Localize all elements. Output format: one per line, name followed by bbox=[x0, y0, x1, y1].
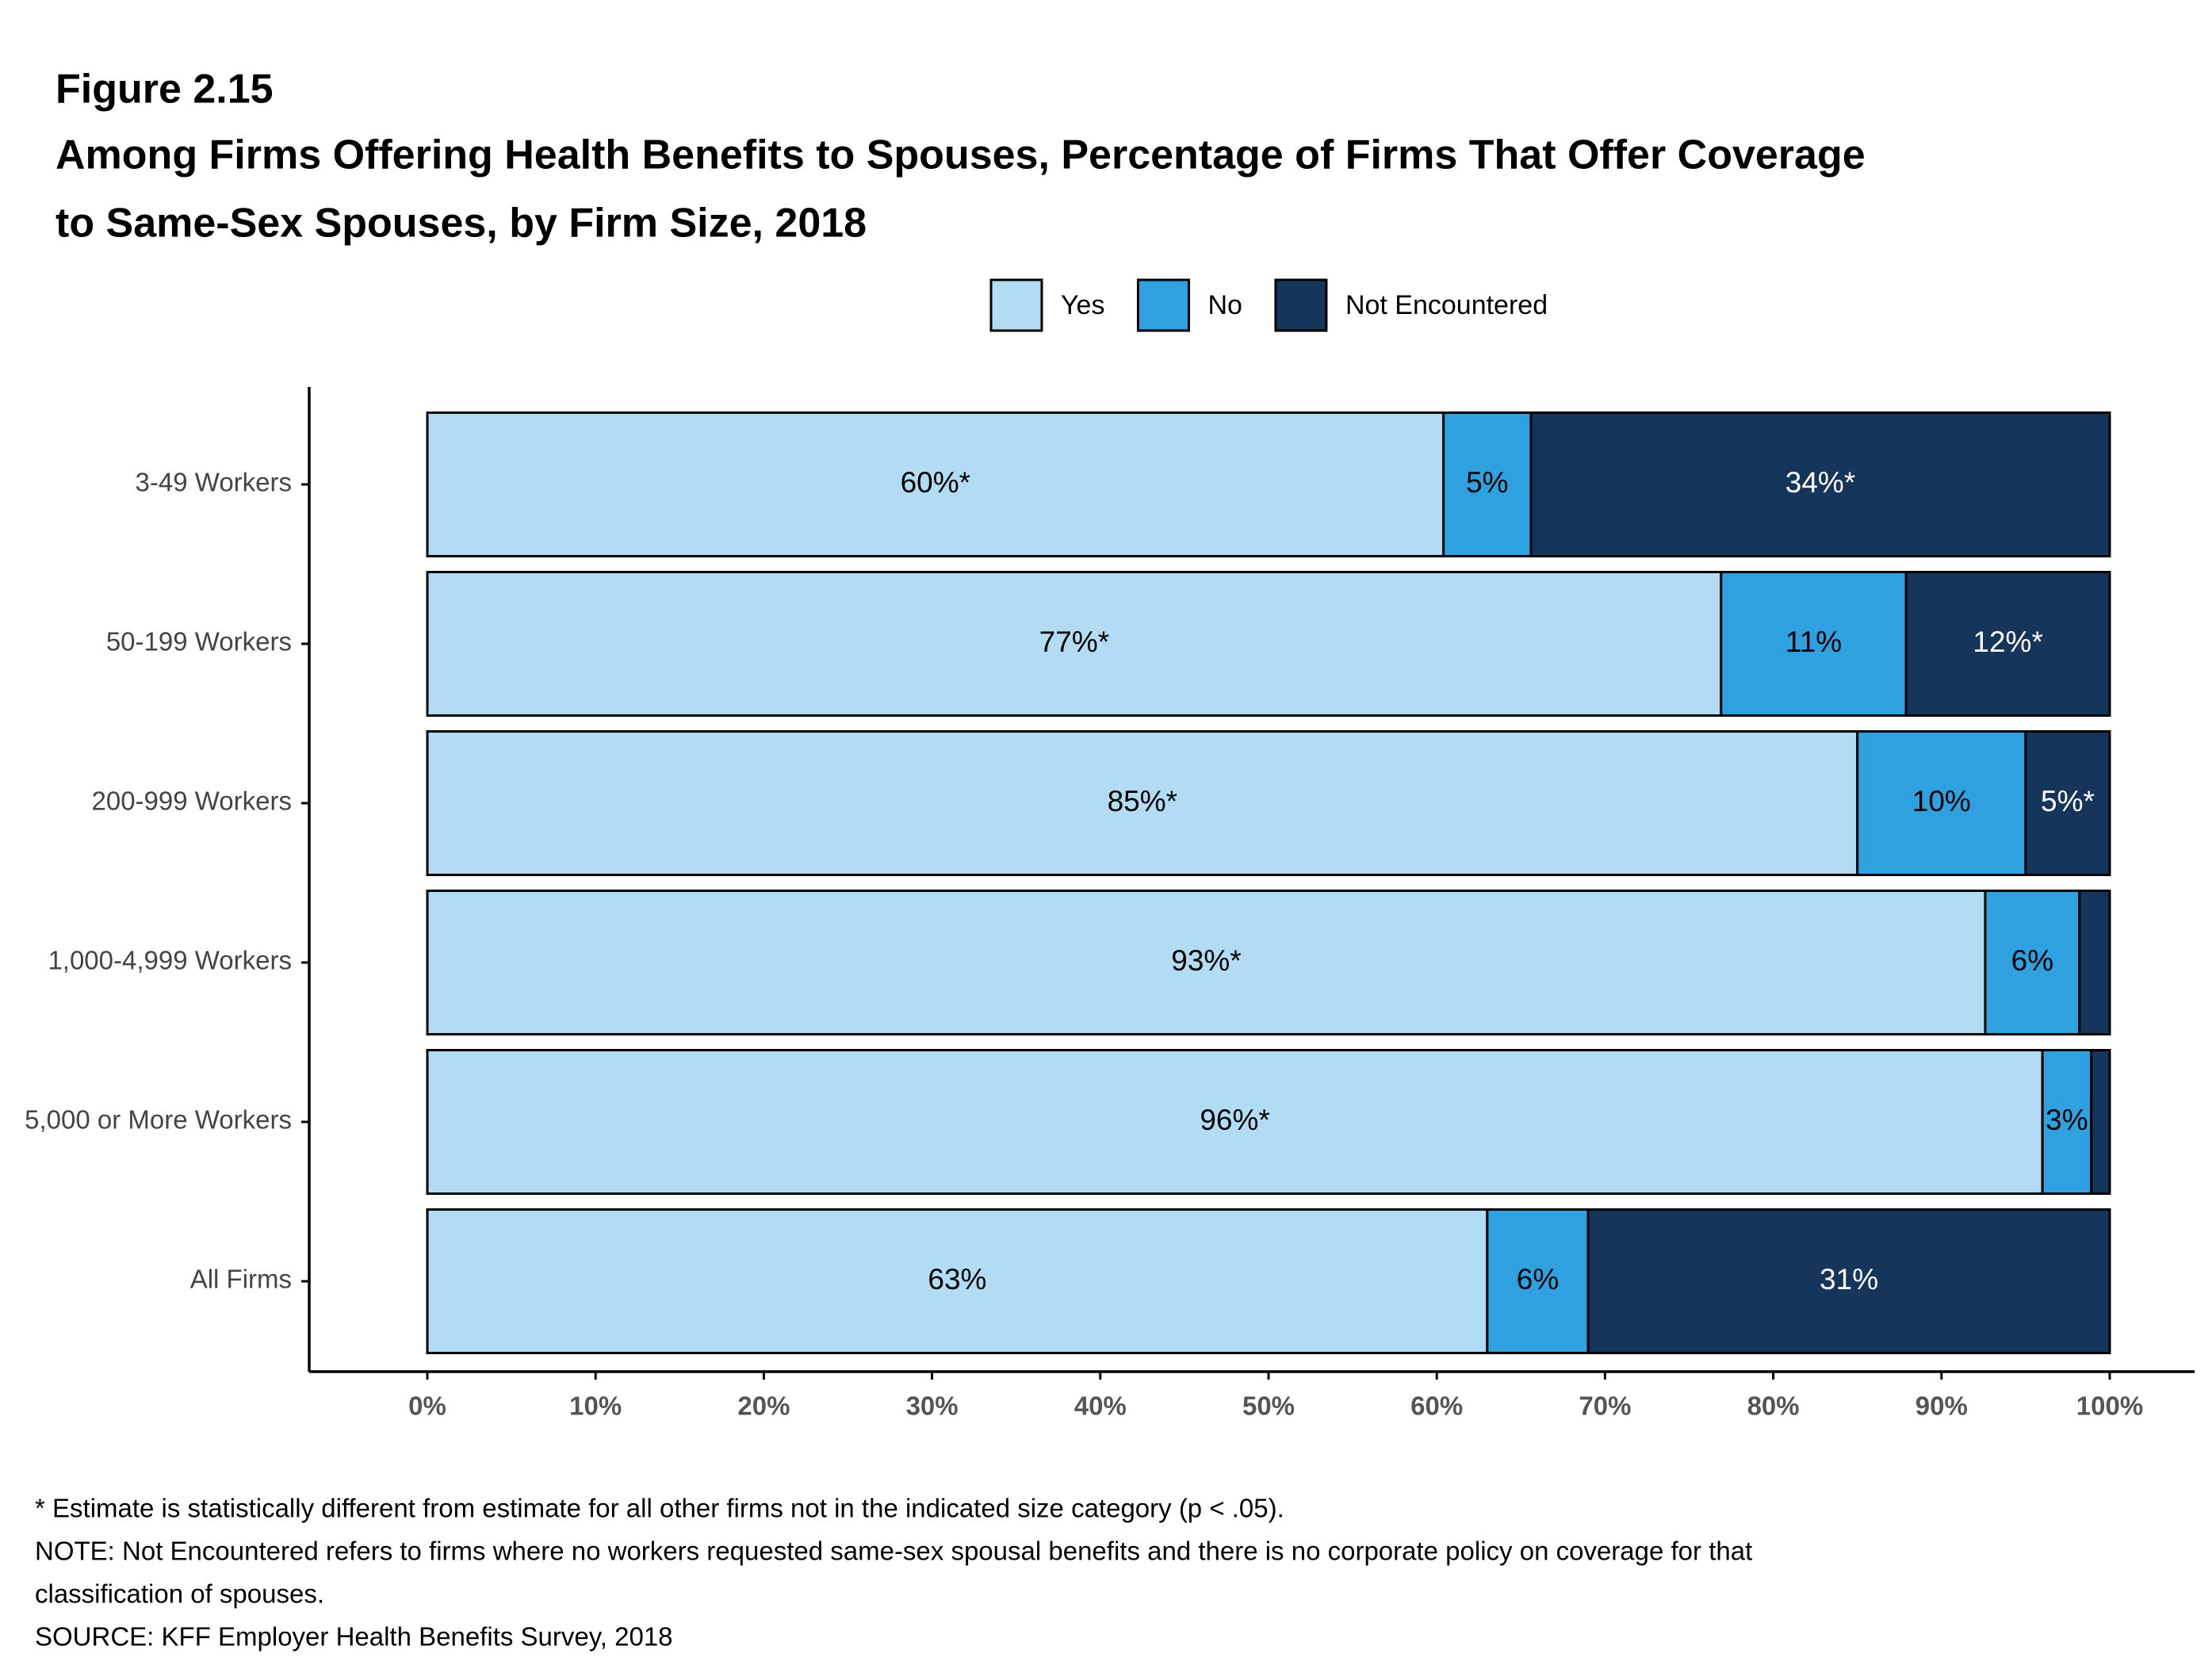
value-label: 60%* bbox=[901, 466, 970, 499]
chart-title-line2: to Same-Sex Spouses, by Firm Size, 2018 bbox=[55, 201, 867, 247]
bar-segment bbox=[426, 730, 1859, 876]
x-tick-label: 30% bbox=[906, 1391, 959, 1421]
x-tick-label: 50% bbox=[1242, 1391, 1295, 1421]
value-label: 93%* bbox=[1171, 944, 1241, 977]
x-tick-label: 10% bbox=[569, 1391, 622, 1421]
bar-segment bbox=[426, 571, 1723, 717]
x-tick-label: 80% bbox=[1747, 1391, 1800, 1421]
x-tick-label: 70% bbox=[1579, 1391, 1631, 1421]
bar-segment bbox=[1856, 730, 2027, 876]
x-tick-label: 40% bbox=[1074, 1391, 1127, 1421]
value-label: 3% bbox=[2046, 1104, 2088, 1136]
legend-swatch bbox=[989, 278, 1043, 332]
value-label: 5% bbox=[1466, 466, 1508, 499]
bar-segment bbox=[2090, 1049, 2111, 1195]
bar-segment bbox=[1984, 890, 2081, 1035]
x-tick-label: 60% bbox=[1410, 1391, 1463, 1421]
y-tick-label: 5,000 or More Workers bbox=[25, 1105, 292, 1135]
bar-segment bbox=[1486, 1208, 1590, 1354]
bar-segment bbox=[2078, 890, 2111, 1035]
y-tick-label: 200-999 Workers bbox=[91, 787, 292, 816]
value-label: 63% bbox=[928, 1263, 986, 1296]
value-label: 34%* bbox=[1785, 466, 1855, 499]
legend-label: No bbox=[1207, 290, 1242, 320]
bar-segment bbox=[426, 1208, 1489, 1354]
footnote: NOTE: Not Encountered refers to firms wh… bbox=[35, 1537, 1752, 1566]
value-label: 6% bbox=[2011, 944, 2053, 977]
x-tick-label: 90% bbox=[1915, 1391, 1968, 1421]
chart-title: Among Firms Offering Health Benefits to … bbox=[55, 132, 1866, 178]
bar-segment bbox=[426, 1049, 2044, 1195]
bar-segment bbox=[2024, 730, 2111, 876]
bar-segment bbox=[1586, 1208, 2111, 1354]
value-label: 12%* bbox=[1973, 626, 2042, 658]
y-tick-label: 50-199 Workers bbox=[106, 627, 292, 656]
legend-label: Not Encountered bbox=[1345, 290, 1548, 320]
value-label: 85%* bbox=[1108, 785, 1177, 817]
x-tick-label: 0% bbox=[408, 1391, 446, 1421]
value-label: 6% bbox=[1517, 1263, 1559, 1296]
bar-segment bbox=[426, 890, 1987, 1035]
legend-swatch bbox=[1274, 278, 1328, 332]
footnote: classification of spouses. bbox=[35, 1579, 324, 1609]
x-tick-label: 20% bbox=[737, 1391, 790, 1421]
x-tick-label: 100% bbox=[2076, 1391, 2143, 1421]
bar-segment bbox=[1720, 571, 1908, 717]
value-label: 5%* bbox=[2041, 785, 2095, 817]
bar-segment bbox=[1529, 411, 2111, 557]
value-label: 77%* bbox=[1039, 626, 1109, 658]
value-label: 10% bbox=[1912, 785, 1971, 817]
y-tick-label: All Firms bbox=[190, 1265, 292, 1294]
bar-segment bbox=[2041, 1049, 2093, 1195]
value-label: 11% bbox=[1785, 626, 1842, 658]
footnote: * Estimate is statistically different fr… bbox=[35, 1494, 1284, 1523]
legend-label: Yes bbox=[1061, 290, 1104, 320]
y-tick-label: 3-49 Workers bbox=[136, 468, 292, 497]
y-tick-label: 1,000-4,999 Workers bbox=[48, 946, 292, 975]
value-label: 31% bbox=[1820, 1263, 1878, 1296]
legend-swatch bbox=[1136, 278, 1190, 332]
value-label: 96%* bbox=[1200, 1104, 1269, 1136]
footnote: SOURCE: KFF Employer Health Benefits Sur… bbox=[35, 1622, 673, 1652]
bar-segment bbox=[1904, 571, 2111, 717]
figure-label: Figure 2.15 bbox=[55, 67, 274, 113]
